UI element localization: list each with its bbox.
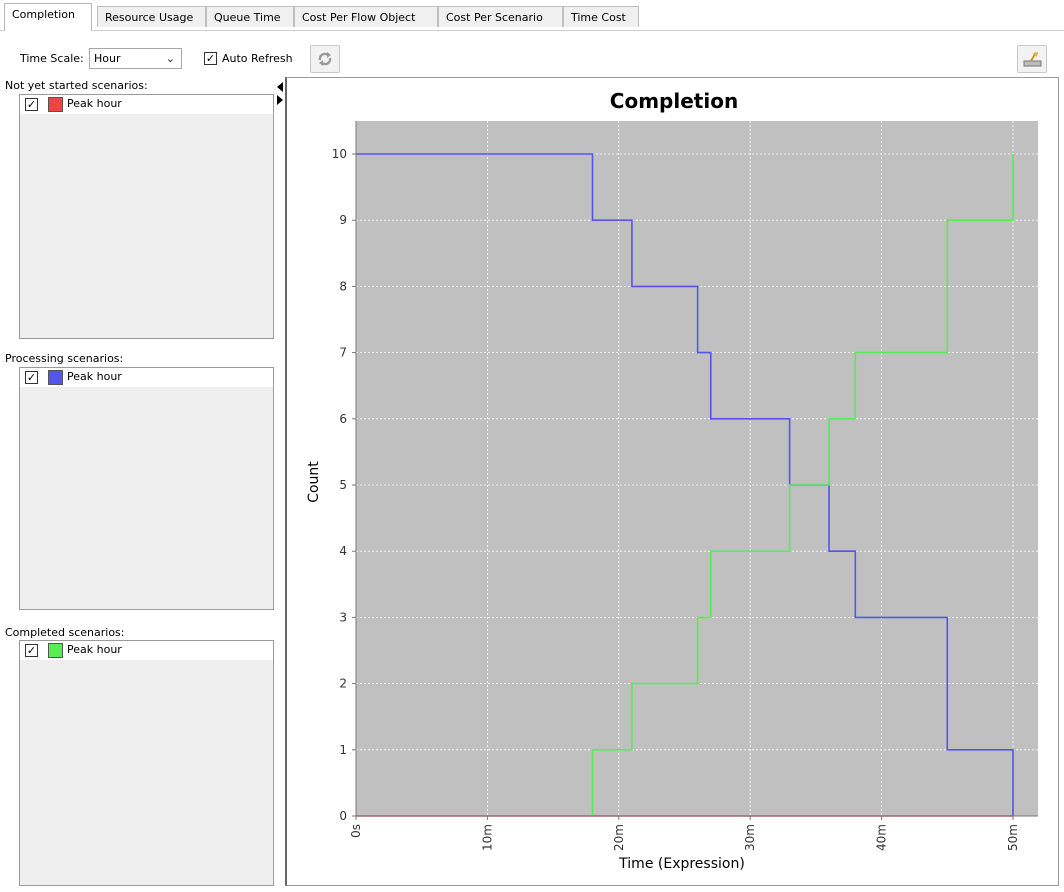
completed-list[interactable]: ✓ Peak hour bbox=[19, 640, 274, 886]
processing-label: Processing scenarios: bbox=[5, 352, 124, 365]
tab-bar: Completion Resource Usage Queue Time Cos… bbox=[0, 0, 1064, 31]
y-tick-label: 3 bbox=[339, 610, 347, 624]
scenario-checkbox[interactable]: ✓ bbox=[25, 371, 38, 384]
y-tick-label: 1 bbox=[339, 743, 347, 757]
y-tick-label: 4 bbox=[339, 544, 347, 558]
tab-time-cost[interactable]: Time Cost bbox=[563, 6, 639, 27]
y-tick-label: 7 bbox=[339, 346, 347, 360]
color-swatch bbox=[48, 97, 63, 112]
splitter-arrows-icon[interactable] bbox=[276, 78, 284, 108]
chevron-down-icon: ⌄ bbox=[165, 52, 175, 65]
y-tick-label: 10 bbox=[332, 147, 347, 161]
list-item[interactable]: ✓ Peak hour bbox=[20, 95, 273, 114]
completion-chart: 0 1 2 3 4 5 6 7 8 9 10 0s 10m 20m 30m 40m 50m Completion… bbox=[306, 89, 1038, 872]
tab-cost-per-flow-object[interactable]: Cost Per Flow Object bbox=[294, 6, 438, 27]
auto-refresh-label: Auto Refresh bbox=[222, 52, 293, 65]
y-axis-label: Count bbox=[306, 461, 322, 503]
y-tick-label: 8 bbox=[339, 279, 347, 293]
time-scale-value: Hour bbox=[94, 52, 121, 65]
not-started-list[interactable]: ✓ Peak hour bbox=[19, 94, 274, 339]
color-swatch bbox=[48, 643, 63, 658]
export-chart-icon bbox=[1023, 52, 1042, 67]
time-scale-label: Time Scale: bbox=[20, 52, 84, 65]
tab-completion[interactable]: Completion bbox=[4, 3, 92, 31]
scenario-checkbox[interactable]: ✓ bbox=[25, 98, 38, 111]
refresh-arrows-icon bbox=[318, 52, 332, 66]
y-tick-label: 9 bbox=[339, 213, 347, 227]
scenario-checkbox[interactable]: ✓ bbox=[25, 644, 38, 657]
x-tick-label: 30m bbox=[743, 824, 757, 851]
plot-area bbox=[356, 121, 1038, 816]
time-scale-select[interactable]: Hour ⌄ bbox=[89, 48, 182, 69]
y-tick-label: 6 bbox=[339, 412, 347, 426]
color-swatch bbox=[48, 370, 63, 385]
x-tick-label: 10m bbox=[480, 824, 494, 851]
refresh-button[interactable] bbox=[310, 45, 340, 73]
chart-panel: 0 1 2 3 4 5 6 7 8 9 10 0s 10m 20m 30m 40m 50m Completion… bbox=[285, 77, 1059, 886]
series-line-1 bbox=[356, 153, 1014, 816]
tab-resource-usage[interactable]: Resource Usage bbox=[97, 6, 206, 27]
y-tick-label: 5 bbox=[339, 478, 347, 492]
y-tick-label: 2 bbox=[339, 677, 347, 691]
x-tick-label: 0s bbox=[349, 824, 363, 838]
list-item[interactable]: ✓ Peak hour bbox=[20, 641, 273, 660]
not-started-label: Not yet started scenarios: bbox=[5, 79, 148, 92]
x-axis-label: Time (Expression) bbox=[618, 856, 745, 872]
series-line-2 bbox=[591, 154, 1014, 816]
list-item[interactable]: ✓ Peak hour bbox=[20, 368, 273, 387]
chart-title: Completion bbox=[610, 89, 738, 113]
completed-label: Completed scenarios: bbox=[5, 626, 125, 639]
scenario-label: Peak hour bbox=[67, 97, 122, 110]
scenario-label: Peak hour bbox=[67, 370, 122, 383]
tab-queue-time[interactable]: Queue Time bbox=[206, 6, 294, 27]
tab-cost-per-scenario[interactable]: Cost Per Scenario bbox=[438, 6, 563, 27]
x-tick-label: 40m bbox=[875, 824, 889, 851]
x-tick-label: 50m bbox=[1006, 824, 1020, 851]
toolbar: Time Scale: Hour ⌄ ✓ Auto Refresh bbox=[0, 42, 1064, 74]
processing-list[interactable]: ✓ Peak hour bbox=[19, 367, 274, 610]
x-tick-label: 20m bbox=[612, 824, 626, 851]
export-chart-button[interactable] bbox=[1017, 45, 1047, 73]
splitter[interactable] bbox=[276, 78, 284, 886]
auto-refresh-checkbox[interactable]: ✓ bbox=[204, 52, 217, 65]
y-tick-label: 0 bbox=[339, 809, 347, 823]
scenario-label: Peak hour bbox=[67, 643, 122, 656]
